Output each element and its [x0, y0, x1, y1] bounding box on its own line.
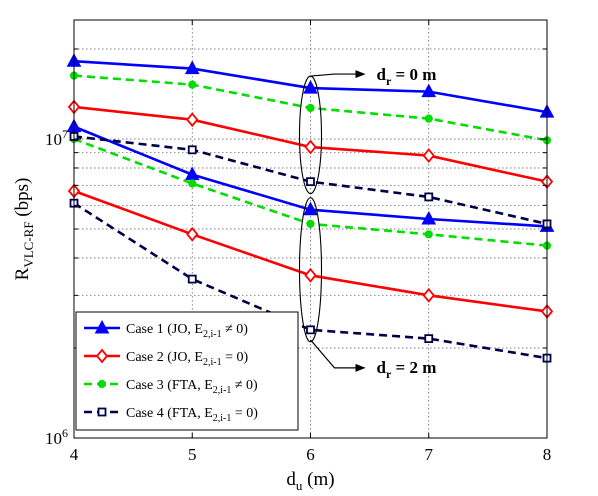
- data-point-2-dr0: [186, 112, 199, 128]
- legend-marker-4: [97, 407, 107, 417]
- ellipse-dr2: [298, 197, 323, 343]
- data-point-1-dr0: [421, 83, 437, 98]
- data-point-2-dr2: [186, 226, 199, 242]
- data-point-2-dr2: [304, 267, 317, 283]
- x-tick-label: 5: [188, 445, 197, 464]
- axes: 4 5 6 7 8 106 107 du (m) RVLC-RF (bps): [12, 19, 552, 493]
- series-line-4-dr2: [73, 202, 548, 360]
- data-point-3-dr0: [188, 80, 197, 89]
- legend: Case 1 (JO, E2,i-1 ≠ 0) Case 2 (JO, E2,i-…: [75, 311, 299, 431]
- data-point-2-dr0: [304, 139, 317, 155]
- data-point-1-dr2: [421, 210, 437, 225]
- legend-box: [75, 311, 299, 431]
- annotation-dr2: dr = 2 m: [377, 358, 437, 381]
- x-tick-label: 4: [70, 445, 79, 464]
- arrow-dr0: [310, 70, 366, 79]
- data-point-3-dr0: [306, 103, 315, 113]
- x-tick-label: 7: [425, 445, 434, 464]
- legend-label-4: Case 4 (FTA, E2,i-1 = 0): [126, 406, 258, 424]
- legend-marker-2: [95, 348, 109, 364]
- x-tick-label: 8: [543, 445, 552, 464]
- arrow-dr2: [310, 339, 366, 372]
- data-point-4-dr0: [187, 145, 197, 155]
- data-point-2-dr2: [422, 287, 435, 303]
- plot-area: [66, 53, 555, 363]
- ellipse-dr0: [298, 75, 323, 195]
- annotation-dr0: dr = 0 m: [377, 65, 437, 88]
- data-point-3-dr0: [424, 114, 433, 123]
- data-point-2-dr0: [422, 148, 435, 163]
- data-point-3-dr2: [188, 179, 197, 188]
- legend-label-2: Case 2 (JO, E2,i-1 = 0): [126, 350, 249, 368]
- legend-marker-3: [97, 379, 107, 389]
- y-tick-label: 107: [45, 127, 68, 149]
- y-axis-label: RVLC-RF (bps): [12, 178, 36, 281]
- legend-marker-1: [94, 319, 110, 334]
- data-point-3-dr2: [424, 230, 433, 239]
- data-point-4-dr0: [306, 177, 315, 187]
- data-point-1-dr0: [303, 80, 318, 94]
- legend-label-3: Case 3 (FTA, E2,i-1 ≠ 0): [126, 378, 258, 396]
- data-point-4-dr0: [424, 192, 434, 202]
- data-point-4-dr2: [306, 325, 315, 335]
- x-axis-label: du (m): [286, 469, 334, 493]
- data-point-1-dr0: [184, 60, 200, 75]
- data-point-4-dr2: [424, 334, 434, 343]
- data-point-3-dr2: [306, 219, 315, 229]
- y-tick-label: 106: [45, 426, 68, 448]
- annotations: dr = 0 m dr = 2 m: [298, 65, 437, 381]
- legend-label-1: Case 1 (JO, E2,i-1 ≠ 0): [126, 322, 248, 340]
- data-point-4-dr2: [187, 274, 197, 284]
- x-tick-label: 6: [306, 445, 315, 464]
- data-point-1-dr2: [303, 201, 318, 216]
